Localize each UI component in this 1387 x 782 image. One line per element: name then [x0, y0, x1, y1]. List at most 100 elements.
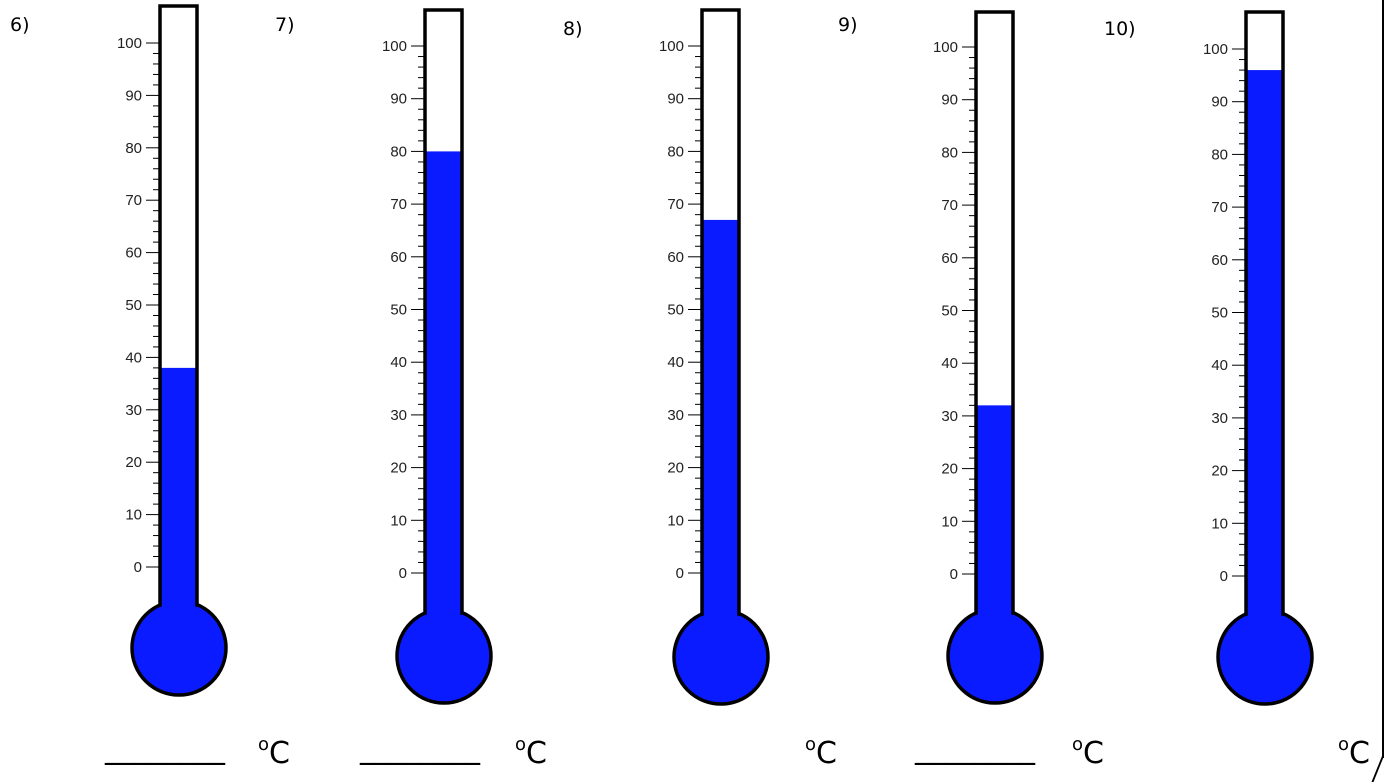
- thermometer-bulb: [946, 607, 1044, 705]
- tick-label: 0: [950, 566, 958, 583]
- tick-label: 40: [1211, 357, 1228, 374]
- tick-label: 10: [1211, 515, 1228, 532]
- tick-label: 0: [399, 565, 407, 582]
- unit-label-celsius: oC: [1338, 734, 1370, 771]
- question-number: 7): [275, 14, 295, 36]
- tick-label: 70: [941, 197, 958, 214]
- unit-text: C: [1349, 736, 1370, 771]
- tick-label: 40: [667, 354, 684, 371]
- unit-text: C: [1083, 736, 1104, 771]
- bulb-neck: [703, 607, 738, 622]
- mercury-column: [425, 151, 462, 619]
- tick-label: 80: [667, 143, 684, 160]
- tick-label: 80: [1211, 146, 1228, 163]
- tick-label: 20: [1211, 463, 1228, 480]
- page-border-right: [1382, 0, 1384, 758]
- tick-label: 60: [941, 250, 958, 267]
- tube-outline: [700, 8, 741, 616]
- question-number: 8): [563, 18, 583, 40]
- thermometer-bulb: [395, 607, 493, 705]
- unit-label-celsius: oC: [805, 734, 837, 771]
- unit-text: C: [526, 736, 547, 771]
- tick-label: 0: [1220, 568, 1228, 585]
- question-number: 10): [1104, 18, 1136, 40]
- answer-blank[interactable]: ________: [105, 731, 225, 766]
- thermometer-bulb: [1216, 608, 1314, 706]
- tick-label: 50: [125, 297, 142, 314]
- tick-label: 30: [941, 408, 958, 425]
- degree-symbol: o: [515, 734, 527, 755]
- question-number: 6): [10, 14, 30, 36]
- question-number: 9): [838, 14, 858, 36]
- tick-label: 90: [941, 92, 958, 109]
- tick-label: 30: [1211, 410, 1228, 427]
- tick-label: 0: [676, 565, 684, 582]
- degree-symbol: o: [805, 734, 817, 755]
- tick-label: 20: [667, 460, 684, 477]
- tick-label: 20: [390, 460, 407, 477]
- tick-label: 60: [125, 245, 142, 262]
- thermometer: 0 10 20 30 40 50 60 70 80 90 100: [659, 8, 770, 706]
- tick-label: 90: [390, 91, 407, 108]
- tick-label: 40: [125, 349, 142, 366]
- tick-label: 50: [1211, 305, 1228, 322]
- mercury-column: [976, 405, 1013, 619]
- thermometer: 0 10 20 30 40 50 60 70 80 90 100: [382, 8, 493, 705]
- mercury-column: [160, 367, 197, 611]
- tick-label: 50: [941, 303, 958, 320]
- tick-label: 10: [390, 512, 407, 529]
- degree-symbol: o: [1072, 734, 1084, 755]
- bulb-neck: [1247, 607, 1282, 622]
- degree-symbol: o: [258, 734, 270, 755]
- tick-label: 100: [933, 39, 958, 56]
- tick-label: 60: [1211, 252, 1228, 269]
- mercury-column: [702, 219, 739, 620]
- tick-label: 30: [125, 402, 142, 419]
- tube-outline: [423, 8, 464, 615]
- unit-text: C: [269, 736, 290, 771]
- thermometer-bulb: [130, 599, 228, 697]
- unit-label-celsius: oC: [1072, 734, 1104, 771]
- tick-label: 70: [390, 196, 407, 213]
- degree-symbol: o: [1338, 734, 1350, 755]
- tick-label: 80: [390, 143, 407, 160]
- tick-label: 100: [659, 38, 684, 55]
- unit-label-celsius: oC: [258, 734, 290, 771]
- tick-label: 60: [667, 249, 684, 266]
- thermometer: 0 10 20 30 40 50 60 70 80 90 100: [933, 10, 1044, 705]
- answer-blank[interactable]: ________: [915, 731, 1035, 766]
- tube-outline: [1244, 10, 1285, 616]
- unit-text: C: [816, 736, 837, 771]
- bulb-neck: [977, 606, 1012, 621]
- tick-label: 30: [390, 407, 407, 424]
- tick-label: 100: [117, 35, 142, 52]
- tick-label: 70: [125, 192, 142, 209]
- tick-label: 20: [125, 454, 142, 471]
- tick-label: 70: [667, 196, 684, 213]
- tick-label: 40: [941, 355, 958, 372]
- bulb-neck: [161, 598, 196, 613]
- tick-label: 10: [941, 513, 958, 530]
- tick-label: 0: [134, 559, 142, 576]
- bulb-neck: [426, 606, 461, 621]
- tick-label: 70: [1211, 199, 1228, 216]
- tick-label: 90: [1211, 94, 1228, 111]
- thermometer: 0 10 20 30 40 50 60 70 80 90 100: [1203, 10, 1314, 706]
- tick-label: 40: [390, 354, 407, 371]
- tick-label: 60: [390, 249, 407, 266]
- tick-label: 90: [125, 87, 142, 104]
- tick-label: 20: [941, 461, 958, 478]
- unit-label-celsius: oC: [515, 734, 547, 771]
- answer-blank[interactable]: ________: [360, 731, 480, 766]
- mercury-column: [1246, 70, 1283, 620]
- tick-label: 80: [125, 140, 142, 157]
- tube-outline: [158, 4, 199, 607]
- thermometer: 0 10 20 30 40 50 60 70 80 90 100: [117, 4, 228, 697]
- tube-outline: [974, 10, 1015, 615]
- tick-label: 90: [667, 91, 684, 108]
- tick-label: 80: [941, 144, 958, 161]
- thermometer-bulb: [672, 608, 770, 706]
- tick-label: 100: [1203, 41, 1228, 58]
- tick-label: 10: [667, 512, 684, 529]
